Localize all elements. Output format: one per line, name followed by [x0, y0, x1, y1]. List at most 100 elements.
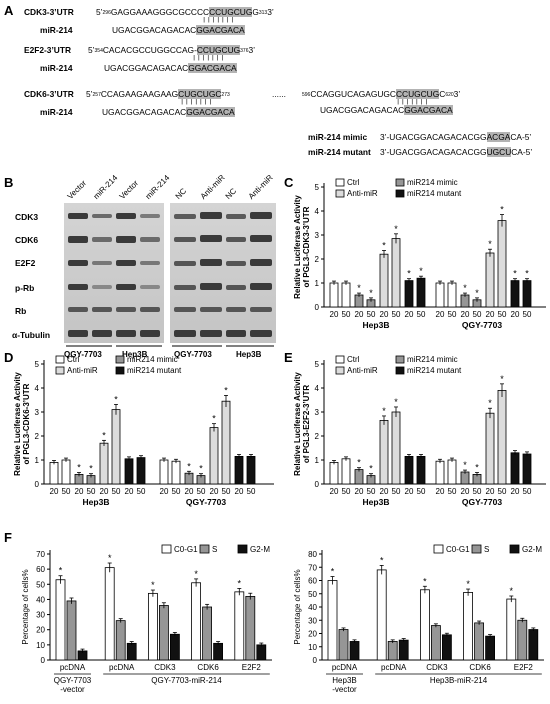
concentration-label: 20 [75, 487, 84, 496]
y-tick-label: 2 [315, 255, 320, 264]
blot-label-e2f2: E2F2 [15, 258, 36, 268]
y-tick-label: 0 [315, 480, 320, 489]
bar [329, 462, 339, 485]
y-tick-label: 30 [308, 616, 317, 625]
concentration-label: 20 [355, 310, 364, 319]
concentration-label: 50 [417, 310, 426, 319]
y-tick-label: 2 [35, 432, 40, 441]
legend-label: G2-M [250, 545, 270, 554]
bar [99, 442, 109, 485]
e2f2-utr-row: E2F2-3’UTR [24, 45, 71, 55]
bar [209, 427, 219, 485]
concentration-label: 50 [137, 487, 146, 496]
bar [435, 282, 445, 308]
group-label: Hep3B [363, 320, 390, 330]
bar [441, 634, 452, 661]
concentration-label: 50 [473, 487, 482, 496]
significance-star: * [463, 283, 467, 293]
concentration-label: 20 [511, 487, 520, 496]
significance-star: * [59, 566, 63, 576]
legend-swatch [115, 366, 125, 375]
concentration-label: 20 [486, 310, 495, 319]
significance-star: * [407, 269, 411, 279]
cdk3-pairing-bars: ||||||| [202, 17, 235, 23]
bar [379, 253, 389, 308]
cdk6-mir-sequence-2: UGACGGACAGACACGGACGACA [320, 105, 453, 115]
lane-label-mir214-2: miR-214 [143, 173, 172, 201]
group-label: QGY-7703-miR-214 [151, 676, 222, 685]
lane-label-nc-2: NC [223, 186, 239, 201]
panel-e-letter: E [284, 350, 293, 365]
concentration-label: 50 [247, 487, 256, 496]
bar [104, 567, 115, 661]
category-label: CDK6 [197, 663, 219, 672]
blot-cellline-hep3b-2: Hep3B [236, 350, 262, 359]
blot-label-cdk6: CDK6 [15, 235, 39, 245]
legend-label: miR214 mutant [407, 366, 462, 375]
lane-label-antimir-1: Anti-miR [198, 172, 227, 201]
group-label: Hep3B [363, 497, 390, 507]
legend-swatch [433, 544, 444, 554]
legend-label: Anti-miR [347, 366, 378, 375]
lane-label-vector-1: Vector [65, 178, 89, 201]
significance-star: * [102, 430, 106, 440]
legend-label: S [212, 545, 217, 554]
bar [158, 605, 169, 661]
legend-swatch [55, 355, 65, 364]
concentration-label: 50 [392, 310, 401, 319]
western-blot-image [64, 203, 276, 343]
bar [159, 459, 169, 485]
y-tick-label: 4 [315, 384, 320, 393]
e2f2-pairing-bars: ||||||| [192, 55, 225, 61]
chart-f-qgy7703-cell-cycle: Percentage of cells% 0 10 20 30 40 50 60 70 C0-G1… [21, 544, 272, 694]
bar [234, 456, 244, 485]
y-axis-label-line1: Relative Luciferase Activity [293, 195, 302, 299]
significance-star: * [369, 288, 373, 298]
chart-c-cdk3-luciferase: Relative Luciferase Activity of PGL3-CDK3… [293, 178, 546, 330]
significance-star: * [187, 461, 191, 471]
chart-e-e2f2-luciferase: Relative Luciferase Activity of PGL3-E2F2… [293, 355, 546, 507]
panel-d-letter: D [4, 350, 14, 365]
bar [126, 642, 137, 661]
cdk3-mir-label: miR-214 [40, 25, 73, 35]
chart-f-hep3b-cell-cycle: Percentage of cells% 0 10 20 30 40 50 60 70 80 C0-… [293, 544, 544, 694]
e2f2-mir-label: miR-214 [40, 63, 73, 73]
y-tick-label: 50 [308, 590, 317, 599]
panel-a-letter: A [4, 3, 14, 18]
bar [379, 420, 389, 485]
concentration-label: 50 [62, 487, 71, 496]
bar [510, 452, 520, 485]
cdk6-pairing-bars-2: ||||||| [396, 99, 429, 105]
legend-swatch [161, 544, 172, 554]
significance-star: * [466, 579, 470, 589]
y-tick-label: 0 [41, 656, 46, 665]
legend-swatch [115, 355, 125, 364]
y-tick-label: 30 [36, 611, 45, 620]
significance-star: * [394, 224, 398, 234]
legend-label: miR214 mutant [407, 189, 462, 198]
bar [391, 238, 401, 308]
bar [246, 456, 256, 485]
bar [169, 633, 180, 661]
significance-star: * [77, 462, 81, 472]
significance-star: * [475, 462, 479, 472]
blot-label-tubulin: α-Tubulin [12, 330, 51, 340]
y-tick-label: 10 [36, 641, 45, 650]
y-tick-label: 2 [315, 432, 320, 441]
significance-star: * [382, 241, 386, 251]
y-axis-label: Percentage of cells% [21, 569, 30, 644]
y-tick-label: 60 [36, 565, 45, 574]
group-label: QGY-7703 [462, 320, 502, 330]
y-tick-label: 4 [35, 384, 40, 393]
concentration-label: 50 [87, 487, 96, 496]
legend-label: Anti-miR [347, 189, 378, 198]
bar [341, 282, 351, 308]
group-label: Hep3B-miR-214 [430, 676, 488, 685]
bar [234, 591, 245, 661]
concentration-label: 20 [436, 310, 445, 319]
lane-label-nc-1: NC [173, 186, 189, 201]
bar [171, 460, 181, 485]
bar [61, 459, 71, 485]
lane-label-mir214-1: miR-214 [91, 173, 120, 201]
legend-label: C0-G1 [446, 545, 470, 554]
